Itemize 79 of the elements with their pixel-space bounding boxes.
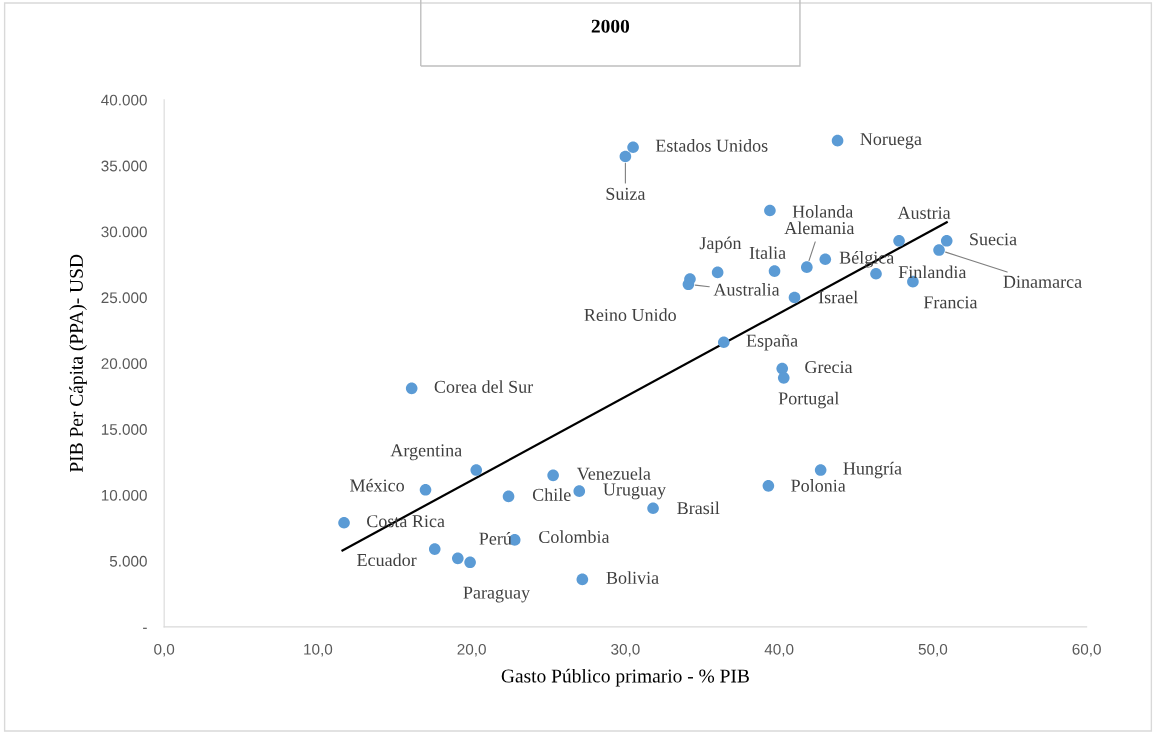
point bbox=[576, 573, 589, 586]
annotation: Paraguay bbox=[463, 586, 531, 603]
annotation: Portugal bbox=[778, 391, 839, 409]
point bbox=[764, 204, 776, 217]
annotation: Alemania bbox=[784, 221, 855, 235]
point bbox=[870, 267, 882, 280]
point bbox=[464, 556, 476, 569]
annotation: Australia bbox=[713, 283, 780, 296]
annotation: Argentina bbox=[390, 444, 462, 461]
point bbox=[502, 490, 515, 503]
annotation: México bbox=[350, 478, 404, 492]
annotation: Grecia bbox=[805, 360, 853, 374]
point bbox=[338, 516, 350, 529]
y-tick-label: - bbox=[143, 627, 147, 629]
point bbox=[801, 261, 813, 273]
annotation: Polonia bbox=[791, 479, 846, 492]
annotation: Suecia bbox=[970, 233, 1017, 246]
annotation: Uruguay bbox=[603, 483, 666, 500]
x-tick-label: 30,0 bbox=[611, 643, 640, 657]
point bbox=[711, 266, 724, 279]
point bbox=[573, 485, 586, 497]
point bbox=[788, 291, 801, 304]
y-tick-label: 20.000 bbox=[101, 358, 147, 370]
annotation: Dinamarca bbox=[1003, 275, 1082, 288]
y-tick-label: 25.000 bbox=[101, 292, 147, 304]
x-tick-label: 40,0 bbox=[764, 643, 794, 657]
x-tick-label: 20,0 bbox=[457, 643, 486, 657]
point bbox=[470, 464, 483, 476]
point bbox=[405, 382, 418, 395]
point bbox=[814, 464, 827, 476]
point bbox=[893, 234, 905, 247]
y-tick-label: 35.000 bbox=[101, 160, 147, 172]
annotation: Suiza bbox=[606, 187, 646, 200]
annotation: Reino Unido bbox=[584, 308, 676, 322]
annotation: Brasil bbox=[677, 501, 720, 515]
x-tick-label: 50,0 bbox=[918, 643, 948, 657]
point bbox=[619, 150, 632, 163]
annotation: Israel bbox=[818, 290, 858, 304]
annotation: Hungría bbox=[843, 461, 902, 479]
chart-title: 2000 bbox=[591, 19, 630, 33]
annotation: Bolivia bbox=[606, 571, 659, 584]
annotation: Francia bbox=[923, 296, 978, 309]
point bbox=[627, 141, 639, 154]
annotation: Corea del Sur bbox=[434, 380, 534, 393]
annotation: Ecuador bbox=[357, 553, 417, 567]
annotation: Venezuela bbox=[576, 467, 651, 480]
y-tick-label: 15.000 bbox=[101, 424, 147, 435]
x-tick-label: 0,0 bbox=[154, 643, 175, 657]
y-axis-title: PIB Per Cápita (PPA)- USD bbox=[69, 254, 87, 473]
annotation: Japón bbox=[699, 236, 742, 253]
y-tick-label: 10.000 bbox=[101, 489, 147, 501]
x-tick-label: 60,0 bbox=[1072, 643, 1101, 657]
point bbox=[419, 484, 432, 496]
annotation: España bbox=[746, 334, 798, 351]
y-tick-label: 5.000 bbox=[109, 555, 147, 567]
point bbox=[547, 469, 559, 482]
y-tick-label: 30.000 bbox=[101, 226, 147, 238]
point bbox=[777, 372, 790, 384]
annotation: Italia bbox=[749, 246, 786, 259]
point bbox=[819, 253, 832, 266]
point bbox=[428, 543, 441, 555]
point bbox=[831, 134, 844, 147]
point bbox=[452, 552, 464, 565]
x-tick-label: 10,0 bbox=[304, 643, 333, 657]
y-tick-label: 40.000 bbox=[101, 94, 147, 106]
point bbox=[940, 234, 953, 247]
annotation: Noruega bbox=[860, 133, 922, 149]
annotation: Chile bbox=[532, 488, 571, 501]
point bbox=[762, 480, 775, 492]
point bbox=[647, 502, 659, 515]
annotation: Holanda bbox=[792, 205, 854, 218]
annotation: Finlandia bbox=[898, 265, 967, 279]
annotation: Estados Unidos bbox=[655, 139, 768, 152]
point bbox=[768, 265, 781, 277]
annotation: Austria bbox=[897, 206, 951, 219]
point bbox=[717, 336, 730, 349]
x-axis-title: Gasto Público primario - % PIB bbox=[501, 668, 749, 687]
annotation: Colombia bbox=[539, 530, 610, 544]
point bbox=[933, 244, 945, 256]
